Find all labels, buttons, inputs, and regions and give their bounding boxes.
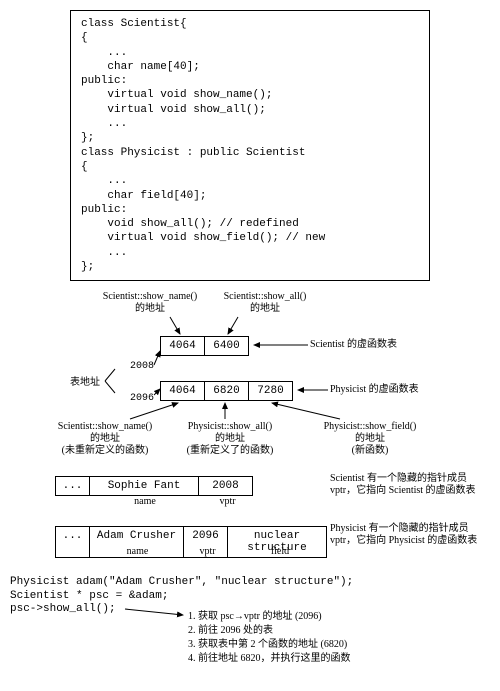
vtable-cell: 6820 xyxy=(204,381,249,401)
obj-sub: vptr xyxy=(185,546,230,557)
step-1: 1. 获取 psc→vptr 的地址 (2096) xyxy=(188,611,322,623)
label-phys-col3: Physicist::show_field() 的地址 (新函数) xyxy=(310,421,430,457)
label-show-name-addr: Scientist::show_name() 的地址 xyxy=(90,291,210,315)
physicist-vtable: 4064 6820 7280 xyxy=(160,381,293,401)
obj-sub: vptr xyxy=(200,496,255,507)
vtable-cell: 4064 xyxy=(160,381,205,401)
obj-sub: field xyxy=(230,546,330,557)
step-4: 4. 前往地址 6820，并执行这里的函数 xyxy=(188,653,351,665)
scientist-object: ... Sophie Fant 2008 xyxy=(55,476,253,496)
vtable-diagram: Scientist::show_name() 的地址 Scientist::sh… xyxy=(10,291,490,681)
obj-cell: ... xyxy=(55,476,90,496)
obj-sub xyxy=(55,496,90,507)
scientist-vtable: 4064 6400 xyxy=(160,336,249,356)
label-phys-col1: Scientist::show_name() 的地址 (未重新定义的函数) xyxy=(45,421,165,457)
physicist-object-caption: Physicist 有一个隐藏的指针成员 vptr，它指向 Physicist … xyxy=(330,523,485,547)
obj-sub xyxy=(55,546,90,557)
scientist-object-caption: Scientist 有一个隐藏的指针成员 vptr，它指向 Scientist … xyxy=(330,473,485,497)
table-addr-2008: 2008 xyxy=(130,361,154,373)
step-3: 3. 获取表中第 2 个函数的地址 (6820) xyxy=(188,639,347,651)
label-show-all-addr: Scientist::show_all() 的地址 xyxy=(205,291,325,315)
vtable-cell: 6400 xyxy=(204,336,249,356)
physicist-vtable-caption: Physicist 的虚函数表 xyxy=(330,384,419,396)
obj-cell: Sophie Fant xyxy=(89,476,199,496)
label-phys-col2: Physicist::show_all() 的地址 (重新定义了的函数) xyxy=(170,421,290,457)
obj-sub: name xyxy=(90,496,200,507)
vtable-cell: 4064 xyxy=(160,336,205,356)
step-2: 2. 前往 2096 处的表 xyxy=(188,625,273,637)
scientist-vtable-caption: Scientist 的虚函数表 xyxy=(310,339,397,351)
obj-sub: name xyxy=(90,546,185,557)
obj-cell: 2008 xyxy=(198,476,253,496)
code-block: class Scientist{ { ... char name[40]; pu… xyxy=(70,10,430,281)
code-invocation: Physicist adam("Adam Crusher", "nuclear … xyxy=(10,576,353,616)
table-addr-label: 表地址 xyxy=(70,377,100,389)
vtable-cell: 7280 xyxy=(248,381,293,401)
table-addr-2096: 2096 xyxy=(130,393,154,405)
